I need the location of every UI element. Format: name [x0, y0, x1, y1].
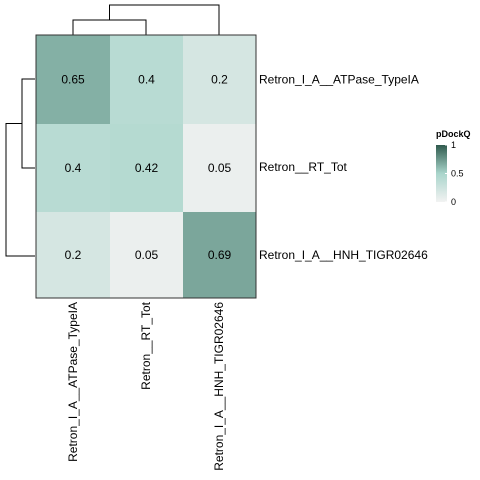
- column-dendrogram: [72, 4, 220, 35]
- cell-value-label: 0.4: [65, 161, 82, 175]
- column-label: Retron_I_A__HNH_TIGR02646: [212, 302, 226, 471]
- column-dendrogram-branch-outer: [109, 4, 220, 35]
- row-labels: Retron_I_A__ATPase_TypeIA Retron__RT_Tot…: [259, 73, 428, 263]
- cell-value-label: 0.65: [61, 73, 85, 87]
- legend-title: pDockQ: [436, 129, 471, 139]
- legend-ticks: 10.50: [445, 140, 464, 207]
- cell-value-label: 0.69: [208, 248, 232, 262]
- heatmap-cell: [183, 35, 256, 124]
- cell-value-label: 0.2: [211, 73, 228, 87]
- column-label: Retron_I_A__ATPase_TypeIA: [66, 302, 80, 462]
- cell-value-label: 0.2: [65, 248, 82, 262]
- row-label: Retron_I_A__ATPase_TypeIA: [259, 73, 419, 87]
- row-label: Retron__RT_Tot: [259, 160, 347, 174]
- heatmap-cell: [110, 212, 183, 298]
- heatmap-cell: [110, 124, 183, 212]
- row-label: Retron_I_A__HNH_TIGR02646: [259, 248, 428, 262]
- cell-value-label: 0.05: [135, 248, 159, 262]
- heatmap-cell: [183, 124, 256, 212]
- cell-value-label: 0.4: [138, 73, 155, 87]
- heatmap-cell: [110, 35, 183, 124]
- column-dendrogram-branch-inner: [72, 19, 147, 35]
- heatmap-border: [35, 34, 257, 299]
- legend-tick-label: 0.5: [451, 169, 464, 179]
- row-dendrogram-branch-outer: [5, 123, 35, 257]
- heatmap-cell: [36, 35, 110, 124]
- row-dendrogram: [5, 78, 35, 257]
- legend-color-bar: [436, 145, 447, 202]
- color-legend: pDockQ 10.50: [436, 129, 471, 207]
- heatmap-cells: 0.65 0.4 0.2 0.4 0.42 0.05 0.2 0.05 0.69: [36, 35, 256, 298]
- row-dendrogram-branch-inner: [21, 78, 35, 169]
- cell-value-label: 0.05: [208, 161, 232, 175]
- heatmap-cell: [36, 124, 110, 212]
- column-label: Retron__RT_Tot: [139, 301, 153, 389]
- heatmap-cell: [183, 212, 256, 298]
- column-labels: Retron_I_A__ATPase_TypeIA Retron__RT_Tot…: [66, 301, 226, 470]
- legend-tick-label: 1: [451, 140, 456, 150]
- cell-value-label: 0.42: [135, 161, 159, 175]
- legend-tick-label: 0: [451, 197, 456, 207]
- heatmap-cell: [36, 212, 110, 298]
